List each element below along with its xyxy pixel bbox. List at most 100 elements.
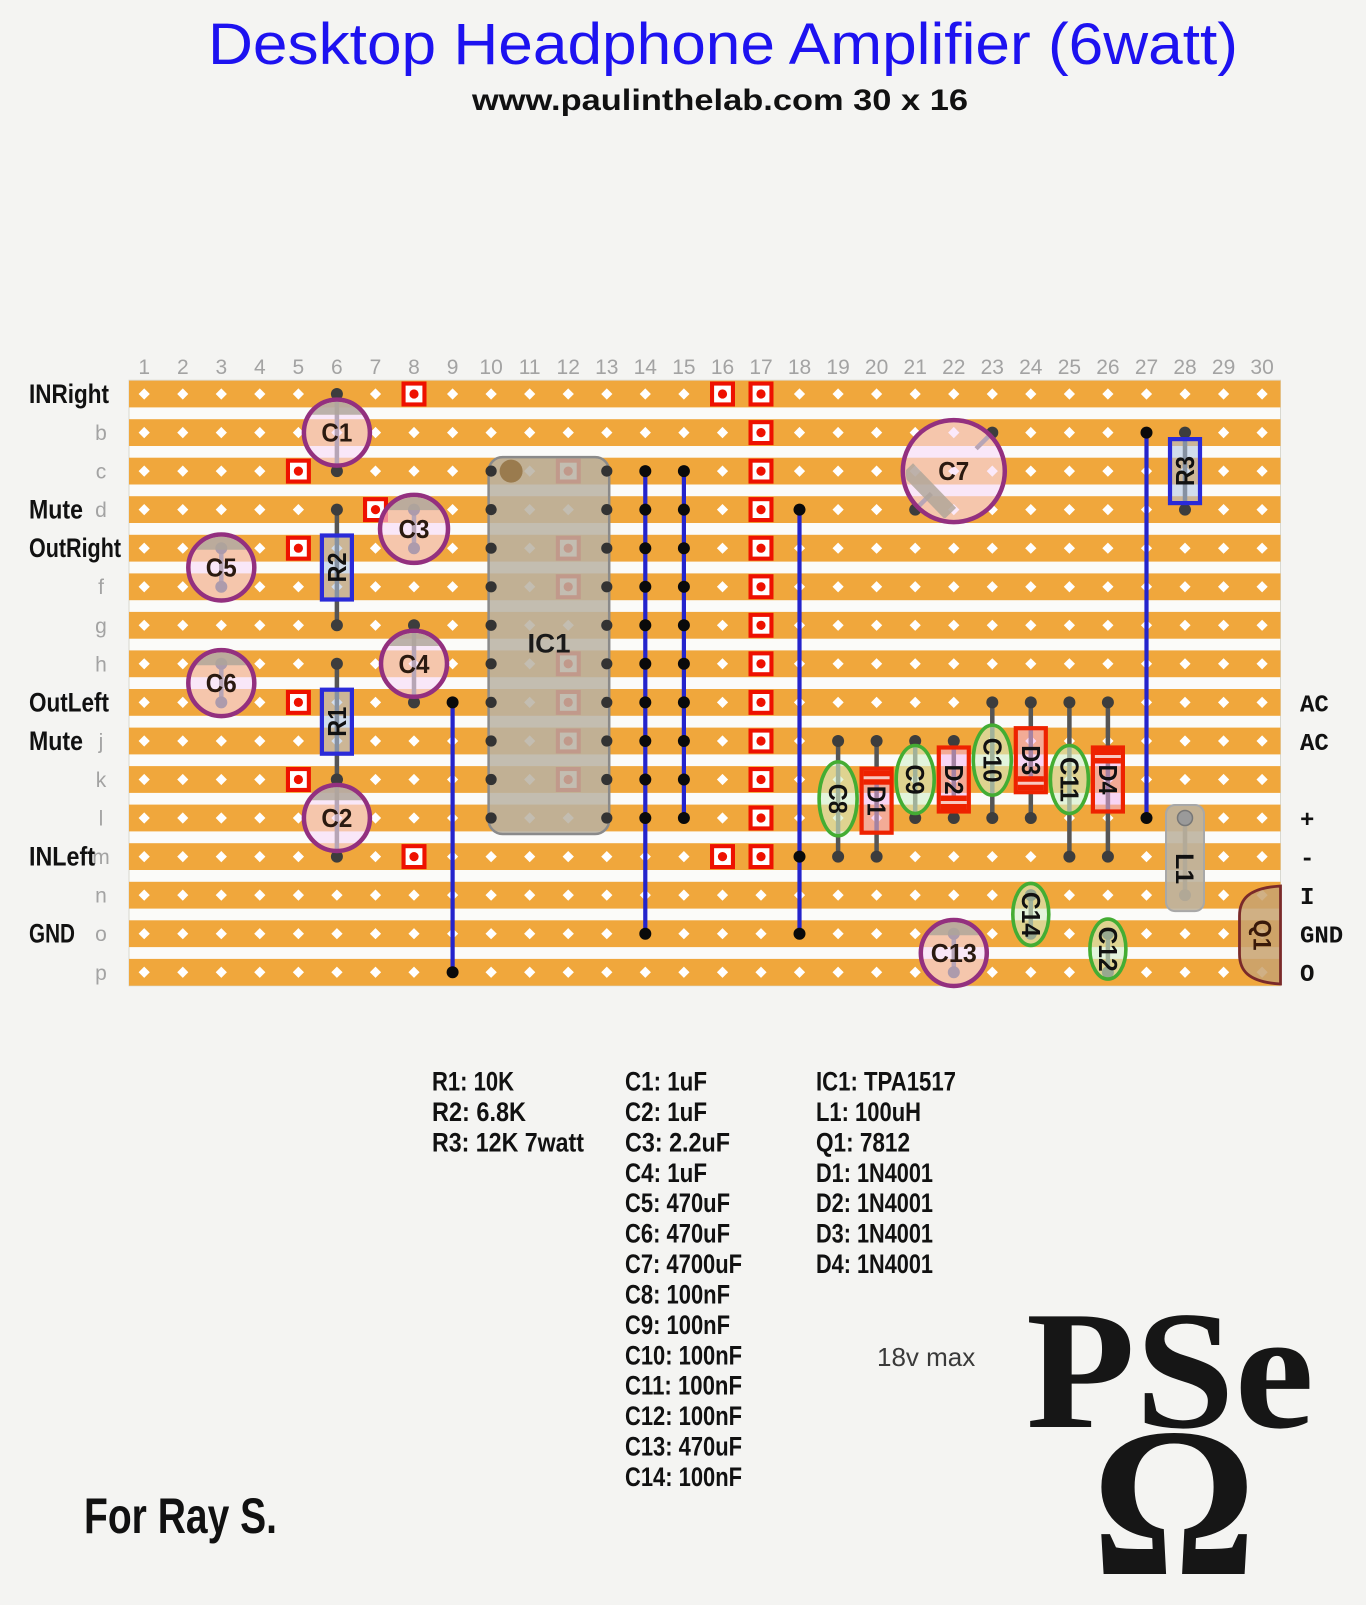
svg-text:Mute: Mute: [29, 495, 83, 525]
svg-text:25: 25: [1058, 356, 1081, 379]
svg-text:27: 27: [1135, 356, 1158, 379]
svg-text:29: 29: [1212, 356, 1235, 379]
svg-text:C9: 100nF: C9: 100nF: [625, 1310, 730, 1340]
svg-text:n: n: [95, 885, 107, 908]
svg-text:IC1: TPA1517: IC1: TPA1517: [816, 1067, 956, 1097]
svg-text:OutLeft: OutLeft: [29, 687, 109, 717]
svg-text:+: +: [1300, 808, 1314, 835]
svg-text:o: o: [95, 923, 107, 946]
svg-text:C10: C10: [977, 738, 1007, 783]
svg-text:12: 12: [557, 356, 580, 379]
svg-text:Desktop Headphone Amplifier (6: Desktop Headphone Amplifier (6watt): [208, 12, 1238, 77]
svg-text:C13: 470uF: C13: 470uF: [625, 1432, 742, 1462]
svg-text:D3: 1N4001: D3: 1N4001: [816, 1219, 933, 1249]
svg-text:R2: 6.8K: R2: 6.8K: [432, 1097, 526, 1127]
svg-text:14: 14: [634, 356, 658, 379]
svg-text:22: 22: [942, 356, 965, 379]
svg-text:7: 7: [370, 356, 382, 379]
svg-text:C7: C7: [938, 456, 969, 486]
svg-text:C14: C14: [1016, 892, 1046, 938]
svg-text:1: 1: [138, 356, 150, 379]
svg-text:21: 21: [904, 356, 927, 379]
svg-text:I: I: [1300, 885, 1314, 912]
svg-text:C8: C8: [823, 784, 853, 814]
svg-text:D3: D3: [1016, 745, 1046, 775]
svg-text:C12: C12: [1093, 927, 1123, 972]
svg-text:D2: D2: [939, 765, 969, 795]
svg-text:GND: GND: [29, 919, 75, 949]
svg-text:IC1: IC1: [528, 629, 571, 659]
svg-text:15: 15: [672, 356, 695, 379]
svg-text:O: O: [1300, 962, 1314, 989]
svg-text:C13: C13: [931, 938, 977, 968]
svg-text:30: 30: [1250, 356, 1273, 379]
svg-text:28: 28: [1173, 356, 1196, 379]
svg-text:10: 10: [479, 356, 502, 379]
svg-text:17: 17: [749, 356, 772, 379]
svg-text:OutRight: OutRight: [29, 533, 121, 563]
svg-text:C10: 100nF: C10: 100nF: [625, 1340, 742, 1370]
svg-text:D1: 1N4001: D1: 1N4001: [816, 1158, 933, 1188]
svg-text:PSe: PSe: [1026, 1276, 1314, 1464]
svg-text:R3: 12K 7watt: R3: 12K 7watt: [432, 1127, 584, 1157]
svg-text:D4: 1N4001: D4: 1N4001: [816, 1249, 933, 1279]
svg-text:m: m: [92, 846, 110, 869]
svg-text:C4: 1uF: C4: 1uF: [625, 1158, 707, 1188]
svg-text:24: 24: [1019, 356, 1043, 379]
svg-text:18: 18: [788, 356, 811, 379]
svg-text:13: 13: [595, 356, 618, 379]
svg-text:R1: 10K: R1: 10K: [432, 1067, 514, 1097]
svg-text:23: 23: [981, 356, 1004, 379]
svg-text:c: c: [96, 461, 107, 484]
svg-text:L1: L1: [1170, 853, 1198, 884]
svg-text:C5: 470uF: C5: 470uF: [625, 1188, 730, 1218]
svg-text:C4: C4: [399, 649, 430, 679]
svg-text:C14: 100nF: C14: 100nF: [625, 1462, 742, 1492]
svg-text:k: k: [96, 769, 107, 792]
svg-text:For Ray S.: For Ray S.: [84, 1488, 277, 1544]
svg-text:D4: D4: [1093, 765, 1123, 795]
svg-text:R1: R1: [322, 707, 352, 737]
svg-text:D2: 1N4001: D2: 1N4001: [816, 1188, 933, 1218]
svg-text:8: 8: [408, 356, 420, 379]
svg-text:C11: C11: [1054, 757, 1084, 802]
svg-text:L1: 100uH: L1: 100uH: [816, 1097, 921, 1127]
svg-text:16: 16: [711, 356, 734, 379]
svg-text:Ω: Ω: [1092, 1385, 1256, 1600]
svg-text:C2: 1uF: C2: 1uF: [625, 1097, 707, 1127]
svg-text:C12: 100nF: C12: 100nF: [625, 1401, 742, 1431]
svg-text:C3: 2.2uF: C3: 2.2uF: [625, 1127, 730, 1157]
svg-text:6: 6: [331, 356, 343, 379]
svg-text:R2: R2: [322, 553, 352, 583]
svg-text:C9: C9: [900, 765, 930, 795]
svg-text:4: 4: [254, 356, 266, 379]
svg-text:-: -: [1300, 847, 1314, 874]
svg-text:p: p: [95, 962, 107, 985]
svg-text:2: 2: [177, 356, 189, 379]
svg-text:R3: R3: [1170, 456, 1200, 486]
svg-text:AC: AC: [1300, 731, 1329, 758]
svg-text:20: 20: [865, 356, 888, 379]
svg-text:b: b: [95, 422, 107, 445]
svg-text:j: j: [98, 731, 104, 754]
svg-text:h: h: [95, 653, 107, 676]
svg-text:18v max: 18v max: [877, 1342, 975, 1372]
svg-text:C1: C1: [321, 418, 352, 448]
svg-text:l: l: [99, 808, 104, 831]
svg-text:C1: 1uF: C1: 1uF: [625, 1067, 707, 1097]
svg-text:C11: 100nF: C11: 100nF: [625, 1371, 742, 1401]
svg-text:5: 5: [293, 356, 305, 379]
svg-text:f: f: [98, 576, 104, 599]
svg-text:C3: C3: [399, 514, 430, 544]
svg-text:GND: GND: [1300, 924, 1343, 951]
svg-text:C7: 4700uF: C7: 4700uF: [625, 1249, 742, 1279]
svg-text:Q1: 7812: Q1: 7812: [816, 1127, 910, 1157]
svg-text:D1: D1: [862, 786, 892, 816]
svg-text:C6: 470uF: C6: 470uF: [625, 1219, 730, 1249]
svg-text:19: 19: [826, 356, 849, 379]
svg-text:3: 3: [215, 356, 227, 379]
svg-text:INRight: INRight: [29, 379, 109, 409]
svg-text:9: 9: [447, 356, 459, 379]
svg-text:Q1: Q1: [1248, 920, 1276, 951]
svg-text:C5: C5: [206, 553, 237, 583]
